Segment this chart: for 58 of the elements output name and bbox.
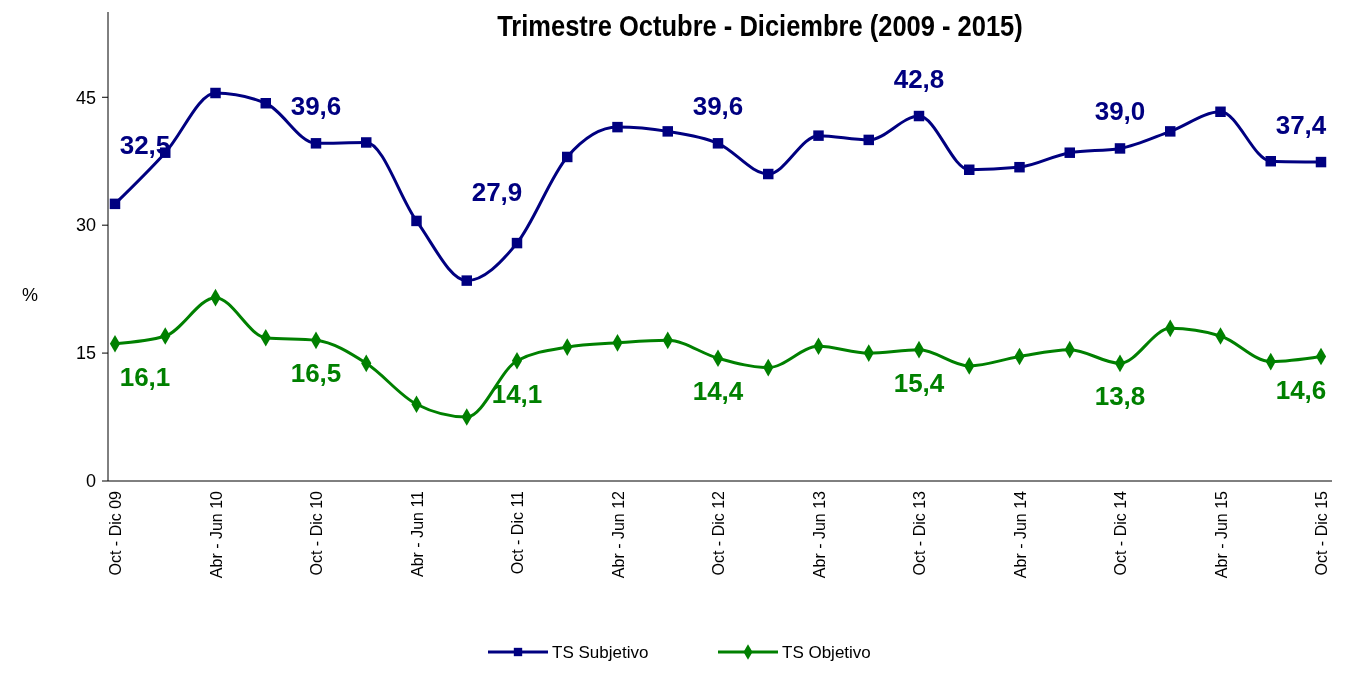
y-tick-label: 0 xyxy=(85,471,96,492)
x-tick-label: Abr - Jun 13 xyxy=(810,490,828,579)
data-label: 39,0 xyxy=(1094,96,1146,127)
point xyxy=(813,130,824,141)
x-tick-label: Abr - Jun 12 xyxy=(609,490,627,579)
data-label: 14,1 xyxy=(491,378,543,409)
x-tick-label: Oct - Dic 13 xyxy=(911,490,928,576)
point xyxy=(662,126,673,137)
data-label: 39,6 xyxy=(290,91,342,122)
point xyxy=(511,237,523,249)
y-tick-label: 45 xyxy=(75,87,96,108)
point xyxy=(461,275,472,286)
data-label: 14,6 xyxy=(1275,374,1327,405)
chart-title: Trimestre Octubre - Diciembre (2009 - 2015) xyxy=(497,9,1023,43)
point xyxy=(411,215,422,227)
point xyxy=(562,151,573,163)
x-tick-label: Abr - Jun 10 xyxy=(207,490,225,579)
y-axis-title: % xyxy=(21,284,39,305)
point xyxy=(1165,126,1176,137)
point xyxy=(1114,143,1126,154)
x-tick-label: Abr - Jun 11 xyxy=(408,490,426,577)
x-tick-label: Oct - Dic 15 xyxy=(1313,490,1330,576)
data-label: 42,8 xyxy=(893,64,945,95)
point xyxy=(361,137,372,148)
point xyxy=(763,168,774,180)
point xyxy=(109,198,121,210)
data-label: 27,9 xyxy=(471,177,523,208)
legend-label: TS Subjetivo xyxy=(552,643,649,662)
x-tick-label: Oct - Dic 09 xyxy=(107,490,124,576)
point xyxy=(260,98,271,109)
x-tick-label: Oct - Dic 14 xyxy=(1112,490,1129,576)
data-label: 15,4 xyxy=(893,367,945,398)
data-label: 14,4 xyxy=(692,376,744,407)
point xyxy=(210,87,221,99)
data-label: 37,4 xyxy=(1275,110,1327,141)
point xyxy=(712,138,724,149)
x-tick-label: Oct - Dic 12 xyxy=(710,490,727,576)
point xyxy=(964,164,975,175)
point xyxy=(1215,106,1226,118)
data-label: 16,1 xyxy=(119,361,171,392)
point xyxy=(1014,161,1025,173)
x-tick-label: Oct - Dic 10 xyxy=(308,490,325,576)
point xyxy=(1315,156,1327,168)
point xyxy=(1265,155,1276,167)
y-tick-label: 15 xyxy=(75,343,96,364)
x-tick-label: Abr - Jun 14 xyxy=(1011,490,1029,579)
x-tick-label: Abr - Jun 15 xyxy=(1212,490,1230,579)
data-label: 16,5 xyxy=(290,358,342,389)
point xyxy=(612,121,623,133)
point xyxy=(1064,147,1075,158)
data-label: 13,8 xyxy=(1094,381,1146,412)
y-tick-label: 30 xyxy=(75,215,96,236)
point xyxy=(310,138,322,149)
x-tick-label: Oct - Dic 11 xyxy=(509,490,526,575)
data-label: 39,6 xyxy=(692,91,744,122)
point xyxy=(913,110,925,122)
legend-label: TS Objetivo xyxy=(782,643,871,662)
point xyxy=(863,134,874,146)
